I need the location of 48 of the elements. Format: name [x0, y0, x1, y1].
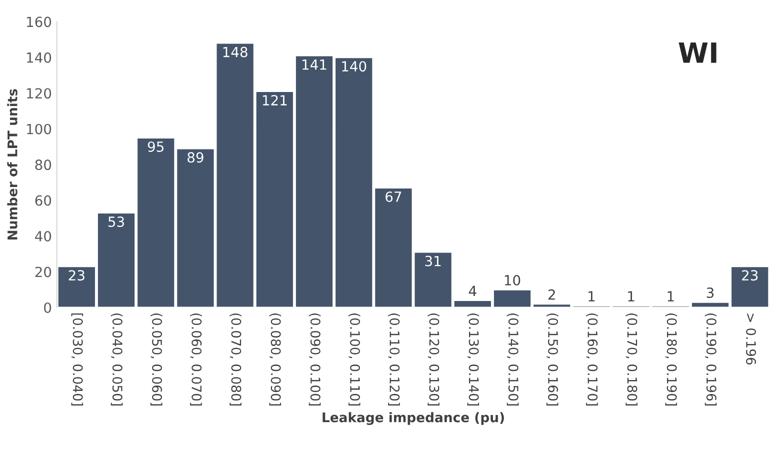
data-label: 67: [386, 191, 402, 202]
x-tick-label: (0.120, 0.130]: [428, 313, 440, 406]
x-tick-label: (0.180, 0.190]: [665, 313, 678, 406]
x-axis-title: Leakage impedance (pu): [322, 412, 504, 426]
y-tick-label: 0: [44, 302, 52, 313]
y-tick-label: 60: [35, 195, 52, 206]
data-label: 53: [108, 216, 124, 227]
data-label: 2: [548, 289, 555, 300]
data-label: 4: [468, 286, 476, 296]
data-label: 1: [628, 291, 634, 302]
x-tick-label: (0.090, 0.100]: [308, 313, 321, 406]
x-tick-label: (0.110, 0.120]: [388, 313, 400, 406]
y-tick-label: 120: [27, 88, 52, 99]
x-tick-label: (0.190, 0.196]: [704, 313, 717, 406]
y-tick-label: 140: [27, 52, 52, 63]
x-tick-label: (0.100, 0.110]: [348, 313, 360, 406]
y-axis-title: Number of LPT units: [7, 89, 18, 240]
data-label: 23: [68, 270, 84, 281]
x-tick-label: (0.040, 0.050]: [110, 313, 123, 406]
y-tick-label: 160: [27, 16, 52, 28]
data-label: 121: [262, 95, 287, 106]
text: WI: [678, 42, 716, 63]
data-label: 10: [504, 275, 520, 286]
data-label: 141: [302, 59, 326, 70]
x-tick-label: (0.060, 0.070]: [190, 313, 202, 406]
data-label: 1: [668, 291, 674, 302]
x-tick-label: (0.050, 0.060]: [150, 313, 162, 406]
x-tick-label: (0.170, 0.180]: [626, 313, 638, 406]
y-tick-label: 80: [35, 160, 52, 170]
data-label: 89: [188, 152, 204, 163]
x-tick-label: (0.160, 0.170]: [586, 313, 598, 406]
data-label: 3: [706, 288, 714, 298]
y-tick-label: 20: [35, 266, 52, 278]
data-label: 95: [148, 141, 164, 152]
x-tick-label: (0.140, 0.150]: [506, 313, 519, 406]
x-tick-label: [0.030, 0.040]: [71, 313, 84, 406]
data-label: 140: [342, 61, 366, 72]
x-tick-label: (0.130, 0.140]: [467, 313, 480, 406]
y-tick-label: 40: [35, 231, 52, 242]
data-label: 31: [425, 256, 441, 266]
data-label: 1: [588, 291, 595, 302]
x-tick-label: > 0.196: [746, 314, 756, 365]
x-tick-label: (0.150, 0.160]: [546, 313, 558, 406]
y-tick-label: 100: [27, 124, 52, 134]
data-label: 23: [742, 270, 758, 281]
x-tick-label: (0.080, 0.090]: [269, 313, 282, 406]
x-tick-label: (0.070, 0.080]: [230, 313, 242, 406]
data-label: 148: [223, 46, 248, 58]
